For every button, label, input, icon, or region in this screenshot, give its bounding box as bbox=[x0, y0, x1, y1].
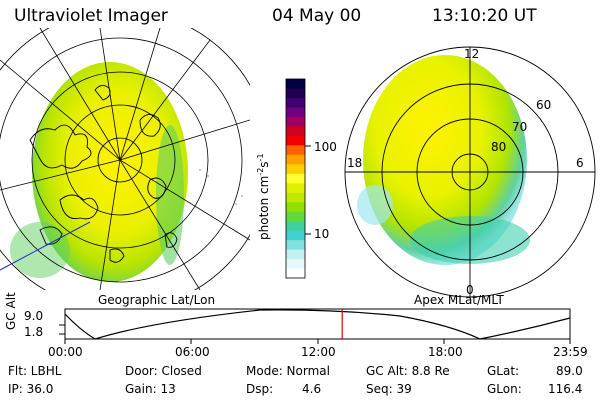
colorbar-segment bbox=[286, 88, 305, 99]
colorbar-unit-label: photon cm-2s-1 bbox=[256, 153, 271, 240]
colorbar-segment bbox=[286, 221, 305, 232]
colorbar-segment bbox=[286, 240, 305, 251]
glat-label: GLat: bbox=[487, 364, 520, 378]
colorbar-segment bbox=[286, 268, 305, 279]
colorbar-segment bbox=[286, 202, 305, 213]
timeline-ytick-high: 9.0 bbox=[24, 309, 44, 323]
geo-coastlines bbox=[29, 85, 178, 263]
colorbar-segment bbox=[286, 145, 305, 156]
glat-value: 89.0 bbox=[556, 364, 583, 378]
glon-label: GLon: bbox=[487, 382, 522, 396]
colorbar-segment bbox=[286, 192, 305, 203]
filter-info: Flt: LBHL bbox=[8, 364, 62, 378]
dsp-label: Dsp: bbox=[246, 382, 274, 396]
colorbar-segment bbox=[286, 164, 305, 175]
geo-aurora-image bbox=[32, 62, 188, 282]
timeline-xtick: 18:00 bbox=[428, 345, 463, 359]
mlt-label-18: 18 bbox=[347, 156, 363, 170]
polar-map bbox=[344, 46, 596, 298]
mlt-label-0: 0 bbox=[466, 283, 474, 297]
colorbar-segment bbox=[286, 135, 305, 146]
timeline-axis-label: GC Alt bbox=[4, 292, 18, 330]
colorbar-segment bbox=[286, 154, 305, 165]
colorbar-segment bbox=[286, 183, 305, 194]
mode-info: Mode: Normal bbox=[246, 364, 330, 378]
colorbar-tick-10: 10 bbox=[314, 227, 330, 241]
altitude-timeline bbox=[59, 308, 571, 344]
altitude-curve bbox=[64, 309, 571, 340]
geo-grid bbox=[0, 28, 250, 290]
timeline-xtick: 12:00 bbox=[301, 345, 336, 359]
timeline-xtick: 00:00 bbox=[48, 345, 83, 359]
dsp-value: 4.6 bbox=[302, 382, 322, 396]
mlat-label-60: 60 bbox=[536, 98, 552, 112]
mlt-label-6: 6 bbox=[576, 156, 584, 170]
colorbar-tick-100: 100 bbox=[314, 140, 337, 154]
mlat-label-80: 80 bbox=[491, 140, 507, 154]
door-info: Door: Closed bbox=[125, 364, 202, 378]
colorbar-segment bbox=[286, 126, 305, 137]
date-label: 04 May 00 bbox=[272, 6, 362, 26]
geographic-map bbox=[0, 28, 250, 290]
colorbar-segment bbox=[286, 230, 305, 241]
colorbar-segment bbox=[286, 97, 305, 109]
mlt-label-12: 12 bbox=[464, 47, 480, 61]
polar-aurora-image bbox=[363, 55, 527, 265]
colorbar-segment bbox=[286, 173, 305, 184]
colorbar-segment bbox=[286, 79, 305, 90]
colorbar-segment bbox=[286, 116, 305, 127]
colorbar-segment bbox=[286, 211, 305, 222]
ip-info: IP: 36.0 bbox=[8, 382, 54, 396]
timeline-xtick: 23:59 bbox=[553, 345, 588, 359]
polar-caption: Apex MLat/MLT bbox=[414, 293, 504, 307]
gc-alt-info: GC Alt: 8.8 Re bbox=[366, 364, 450, 378]
geo-caption: Geographic Lat/Lon bbox=[98, 293, 216, 307]
geo-terminator-line bbox=[0, 221, 91, 271]
colorbar-segment bbox=[286, 249, 305, 260]
gain-info: Gain: 13 bbox=[125, 382, 176, 396]
timeline-ytick-low: 1.8 bbox=[24, 325, 44, 339]
timeline-xtick: 06:00 bbox=[175, 345, 210, 359]
glon-value: 116.4 bbox=[548, 382, 583, 396]
colorbar-segment bbox=[286, 259, 305, 270]
colorbar-segment bbox=[286, 107, 305, 118]
seq-info: Seq: 39 bbox=[366, 382, 412, 396]
time-label: 13:10:20 UT bbox=[432, 6, 537, 26]
instrument-title: Ultraviolet Imager bbox=[14, 6, 168, 26]
colorbar bbox=[285, 78, 311, 279]
mlat-label-70: 70 bbox=[512, 120, 528, 134]
